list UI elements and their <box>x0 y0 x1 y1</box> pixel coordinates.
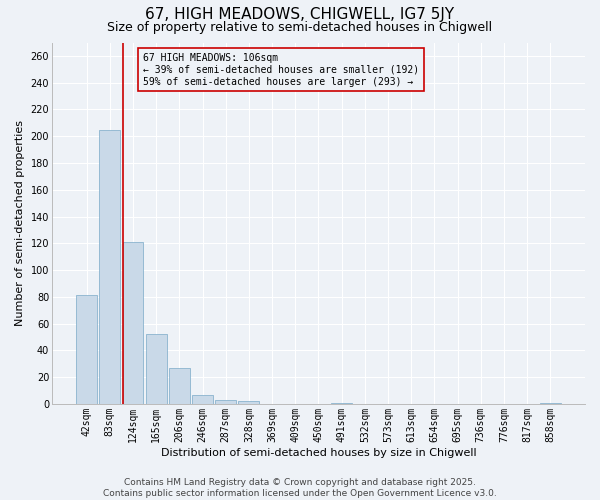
Bar <box>215 400 236 404</box>
Bar <box>169 368 190 404</box>
Bar <box>76 296 97 404</box>
Text: Size of property relative to semi-detached houses in Chigwell: Size of property relative to semi-detach… <box>107 21 493 34</box>
Bar <box>238 401 259 404</box>
Bar <box>122 242 143 404</box>
Text: 67 HIGH MEADOWS: 106sqm
← 39% of semi-detached houses are smaller (192)
59% of s: 67 HIGH MEADOWS: 106sqm ← 39% of semi-de… <box>143 54 419 86</box>
Bar <box>192 394 213 404</box>
Text: 67, HIGH MEADOWS, CHIGWELL, IG7 5JY: 67, HIGH MEADOWS, CHIGWELL, IG7 5JY <box>145 8 455 22</box>
Y-axis label: Number of semi-detached properties: Number of semi-detached properties <box>15 120 25 326</box>
Bar <box>100 130 120 404</box>
Bar <box>331 402 352 404</box>
Bar <box>540 402 561 404</box>
Bar <box>146 334 167 404</box>
Text: Contains HM Land Registry data © Crown copyright and database right 2025.
Contai: Contains HM Land Registry data © Crown c… <box>103 478 497 498</box>
X-axis label: Distribution of semi-detached houses by size in Chigwell: Distribution of semi-detached houses by … <box>161 448 476 458</box>
